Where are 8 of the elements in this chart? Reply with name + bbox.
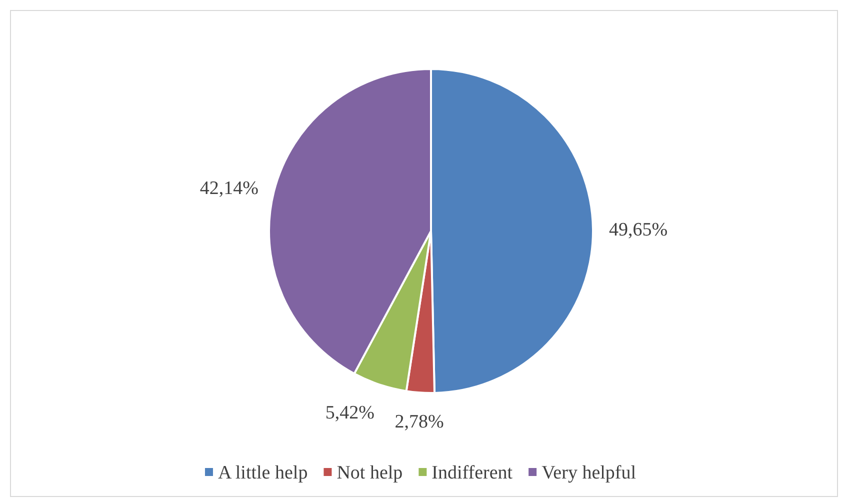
data-label: 49,65%	[608, 220, 668, 241]
data-label: 5,42%	[325, 402, 375, 424]
legend-label: Indifferent	[432, 462, 514, 484]
legend-label: Not help	[336, 462, 403, 484]
legend-label: A little help	[218, 462, 308, 484]
legend-label: Very helpful	[542, 462, 636, 484]
data-label: 42,14%	[200, 178, 259, 200]
data-label: 2,78%	[394, 411, 444, 432]
